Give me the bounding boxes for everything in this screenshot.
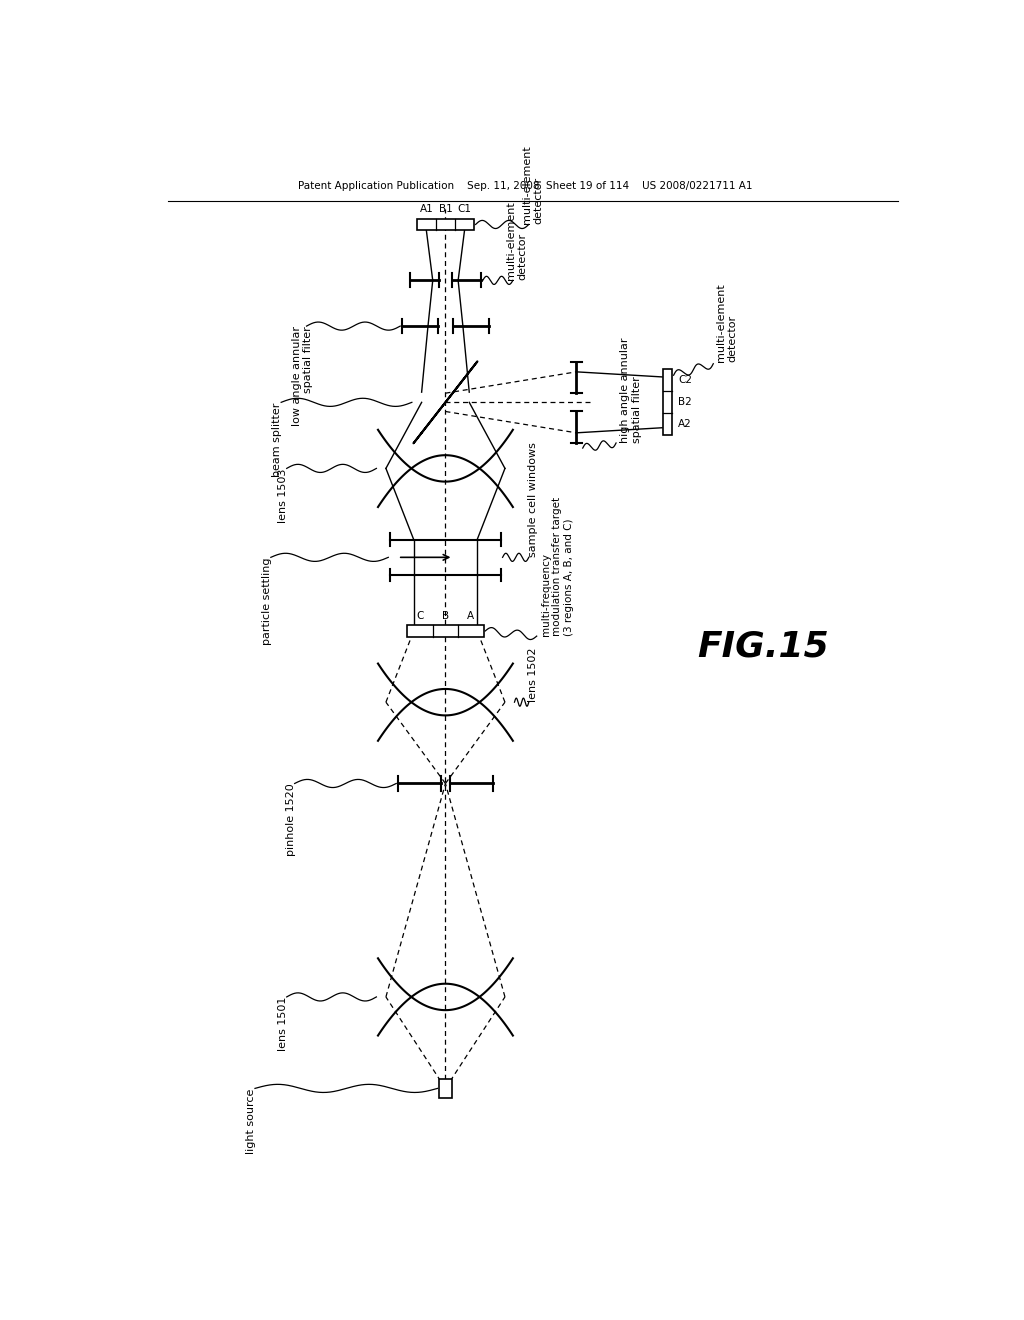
- Text: lens 1502: lens 1502: [527, 648, 538, 702]
- Text: B1: B1: [438, 203, 453, 214]
- Text: lens 1503: lens 1503: [278, 469, 288, 523]
- Text: FIG.15: FIG.15: [697, 630, 828, 663]
- Text: particle settling: particle settling: [262, 557, 272, 645]
- Text: multi-frequency
modulation transfer target
(3 regions A, B, and C): multi-frequency modulation transfer targ…: [541, 498, 573, 636]
- Text: multi-element
detector: multi-element detector: [506, 202, 527, 280]
- Text: Patent Application Publication    Sep. 11, 2008  Sheet 19 of 114    US 2008/0221: Patent Application Publication Sep. 11, …: [298, 181, 752, 191]
- Text: high angle annular
spatial filter: high angle annular spatial filter: [620, 338, 642, 444]
- Text: A2: A2: [678, 420, 692, 429]
- Text: B2: B2: [678, 397, 692, 408]
- Text: multi-element
detector: multi-element detector: [716, 282, 737, 362]
- Text: C2: C2: [678, 375, 692, 385]
- Bar: [408, 626, 483, 636]
- Text: sample cell windows: sample cell windows: [527, 442, 538, 557]
- Bar: [664, 370, 672, 436]
- Text: light source: light source: [246, 1089, 256, 1154]
- Bar: [417, 219, 474, 230]
- Text: multi-element
detector: multi-element detector: [522, 145, 544, 224]
- Text: C: C: [417, 611, 424, 622]
- Text: beam splitter: beam splitter: [272, 403, 283, 477]
- Text: C1: C1: [458, 203, 471, 214]
- Polygon shape: [414, 362, 477, 444]
- Text: B: B: [442, 611, 449, 622]
- Bar: [439, 1080, 452, 1097]
- Text: pinhole 1520: pinhole 1520: [286, 784, 296, 857]
- Text: A1: A1: [420, 203, 433, 214]
- Text: lens 1501: lens 1501: [278, 997, 288, 1051]
- Text: A: A: [467, 611, 474, 622]
- Text: low angle annular
spatial filter: low angle annular spatial filter: [292, 326, 313, 426]
